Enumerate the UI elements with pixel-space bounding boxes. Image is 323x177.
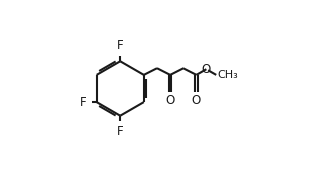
Text: F: F <box>80 96 87 109</box>
Text: CH₃: CH₃ <box>217 70 238 80</box>
Text: O: O <box>202 63 211 76</box>
Text: O: O <box>165 94 175 107</box>
Text: F: F <box>117 39 123 52</box>
Text: O: O <box>192 94 201 107</box>
Text: F: F <box>117 125 123 138</box>
